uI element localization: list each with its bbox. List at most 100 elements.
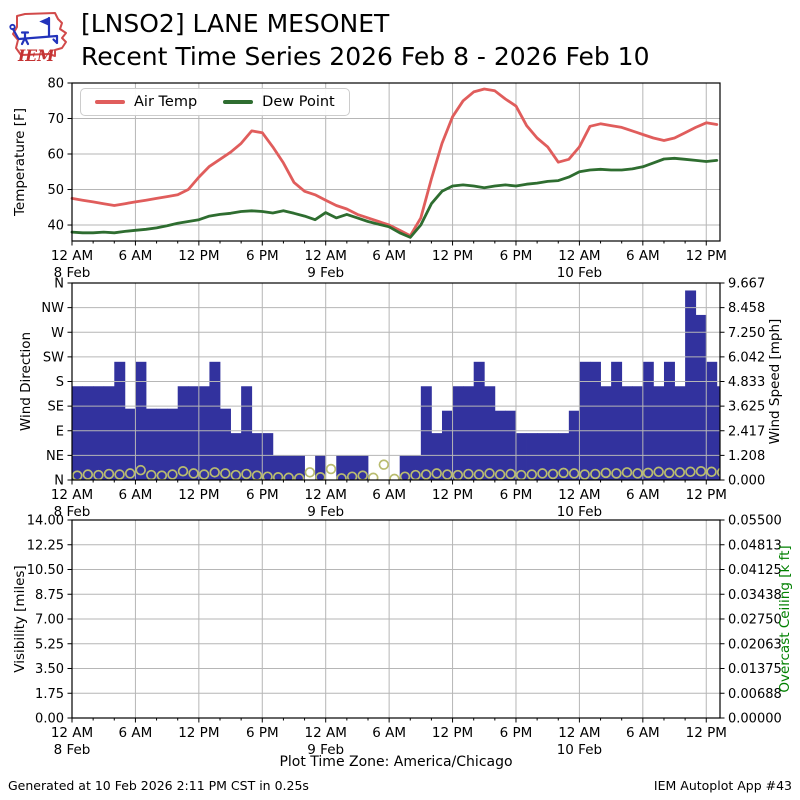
wind-direction-circle	[621, 467, 633, 478]
x-tick-label: 6 AM	[119, 248, 153, 264]
wind-speed-bar	[632, 386, 644, 480]
wind-speed-bar	[262, 433, 274, 480]
wind-speed-bar	[642, 361, 654, 480]
x-tick-label: 12 PM	[178, 248, 219, 264]
wind-speed-bar	[135, 361, 147, 480]
wind-direction-circle	[600, 467, 612, 479]
wind-speed-bar	[124, 408, 136, 480]
wind-direction-circle	[198, 469, 210, 480]
iowa-outline	[12, 12, 67, 57]
air-temp-line	[70, 87, 719, 238]
wind-direction-circle	[431, 468, 442, 479]
wind-speed-bar	[251, 433, 263, 480]
wind-speed-bar	[145, 408, 157, 480]
visibility-tick-label: 3.50	[35, 662, 64, 677]
wind-speed-tick-label: 6.042	[728, 350, 765, 365]
wind-direction-circle	[283, 472, 294, 480]
wind-direction-circle	[368, 472, 379, 480]
x-date-label: 8 Feb	[54, 504, 91, 520]
x-date-label: 8 Feb	[54, 265, 91, 281]
wind-direction-circle	[590, 468, 601, 480]
wind-speed-bar	[420, 386, 432, 480]
wind-speed-bar	[431, 433, 443, 480]
iem-logo-text: IEM	[17, 46, 55, 65]
x-tick-label: 12 PM	[432, 248, 473, 264]
wind-speed-bar	[663, 361, 675, 480]
wind-direction-circle	[526, 469, 538, 480]
wind-speed-bar	[621, 386, 633, 480]
wind-speed-bar	[473, 361, 485, 480]
wind-speed-bar	[198, 386, 210, 480]
wind-direction-circle	[716, 467, 720, 478]
wind-speed-bar	[230, 433, 242, 480]
timezone-caption: Plot Time Zone: America/Chicago	[279, 754, 513, 770]
ceiling-tick-label: 0.04125	[728, 563, 782, 578]
wind-direction-circle	[103, 468, 115, 480]
air-temp-line-swatch	[95, 100, 125, 104]
wind-dir-tick-label: SW	[43, 350, 64, 365]
wind-speed-bar	[484, 386, 496, 480]
ceiling-tick-label: 0.00000	[728, 712, 782, 727]
wind-direction-circle	[568, 468, 580, 479]
wind-direction-circle	[695, 465, 707, 477]
x-tick-label: 6 AM	[119, 725, 153, 741]
x-tick-label: 12 PM	[432, 487, 473, 503]
wind-speed-bar	[685, 290, 697, 480]
wind-speed-bar	[674, 386, 686, 480]
wind-direction-circle	[167, 469, 178, 480]
x-date-label: 10 Feb	[557, 265, 602, 281]
wind-dir-tick-label: NW	[41, 301, 64, 316]
wind-direction-circle	[262, 471, 273, 480]
ceiling-tick-label: 0.03438	[728, 588, 782, 603]
wind-speed-bar	[589, 361, 601, 480]
wind-speed-bar	[695, 314, 707, 480]
wind-direction-circle	[188, 468, 199, 479]
wind-speed-bar	[515, 433, 527, 480]
legend-label-dew-point: Dew Point	[262, 94, 335, 110]
x-tick-label: 6 PM	[500, 248, 533, 264]
ceiling-tick-label: 0.00688	[728, 687, 782, 702]
wind-speed-bar	[167, 408, 179, 480]
wind-direction-circle	[82, 469, 94, 480]
wind-direction-circle	[642, 467, 654, 479]
wind-speed-bar	[272, 455, 284, 480]
legend-label-air-temp: Air Temp	[134, 94, 198, 110]
title-line2: Recent Time Series 2026 Feb 8 - 2026 Feb…	[81, 42, 650, 71]
wind-speed-bar	[399, 455, 411, 480]
visibility-tick-label: 14.00	[27, 514, 64, 529]
wind-speed-bar	[706, 361, 718, 480]
wind-direction-circle	[336, 473, 347, 480]
visibility-tick-label: 0.00	[35, 712, 64, 727]
wind-direction-circle	[558, 467, 569, 479]
y-axis-label-ceiling: Overcast Ceiling [k ft]	[777, 545, 793, 692]
wind-dir-tick-label: S	[56, 375, 64, 390]
x-tick-label: 12 AM	[558, 487, 600, 503]
wind-bars-group	[72, 290, 720, 480]
dew-point-line	[70, 156, 719, 239]
y-tick-label: 50	[47, 183, 64, 198]
wind-direction-circle	[611, 468, 622, 479]
wind-speed-tick-label: 4.833	[728, 375, 765, 390]
y-tick-label: 80	[47, 77, 64, 92]
wind-direction-circle	[325, 463, 337, 475]
y-tick-label: 40	[47, 219, 64, 234]
wind-speed-bar	[505, 410, 517, 480]
wind-direction-circle	[346, 471, 358, 480]
x-tick-label: 6 AM	[626, 248, 660, 264]
wind-speed-bar	[410, 455, 422, 480]
wind-speed-bar	[600, 386, 612, 480]
x-tick-label: 12 AM	[305, 725, 347, 741]
y-axis-label-wind-direction: Wind Direction	[18, 332, 34, 431]
wind-direction-circle	[420, 469, 432, 480]
x-tick-label: 12 PM	[178, 487, 219, 503]
x-tick-label: 6 AM	[372, 725, 406, 741]
ceiling-tick-label: 0.02750	[728, 613, 782, 628]
x-tick-label: 12 AM	[558, 725, 600, 741]
wind-speed-bar	[526, 433, 538, 480]
x-tick-label: 6 PM	[500, 487, 533, 503]
wind-direction-circle	[378, 459, 390, 470]
x-date-label: 9 Feb	[307, 504, 344, 520]
wind-direction-circle	[674, 467, 686, 478]
wind-direction-circle	[272, 472, 284, 480]
